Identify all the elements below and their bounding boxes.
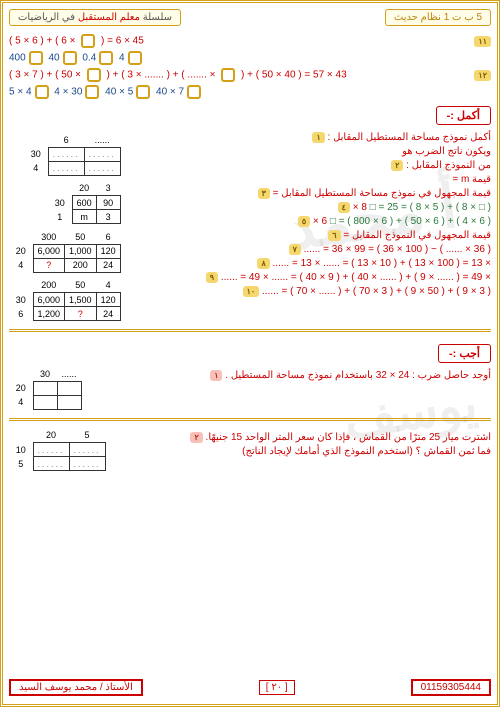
tables-column: 6......30............4............ 20330… [9, 133, 121, 321]
q2-text2: قيمة m = [131, 174, 491, 185]
answer-box[interactable] [128, 51, 142, 65]
q2-text: من النموذج المقابل : [406, 160, 491, 171]
exercise-line: 5 × 4 4 × 30 40 × 5 40 × 7 [9, 85, 491, 99]
answer-box[interactable] [35, 85, 49, 99]
footer-teacher: الأستاذ / محمد يوسف السيد [9, 679, 143, 696]
q7-badge: ٧ [289, 244, 301, 255]
exercise-line: 400 40 0.4 4 [9, 51, 491, 65]
section-answer: أجب :- [438, 344, 491, 363]
q10-badge: ١٠ [243, 286, 260, 297]
answer-box[interactable] [136, 85, 150, 99]
q8-badge: ٨ [257, 258, 269, 269]
exercise-line: ( 3 × 7 ) + ( 50 × ) + ( 3 × ....... ) +… [9, 68, 491, 82]
section-complete: أكمل :- [436, 106, 491, 125]
page-footer: 01159305444 [ ٢٠ ] الأستاذ / محمد يوسف ا… [9, 679, 491, 696]
area-model-table: 20510............5............ [9, 429, 106, 472]
q1-text: أكمل نموذج مساحة المستطيل المقابل : [328, 132, 491, 143]
answer-box[interactable] [29, 51, 43, 65]
answer-box[interactable] [99, 51, 113, 65]
header-right: سلسلة معلم المستقبل في الرياضيات [9, 9, 181, 26]
header-left: 5 ب ت 1 نظام حديث [385, 9, 491, 26]
answer-box[interactable] [85, 85, 99, 99]
area-model-table: 30......20 4 [9, 367, 82, 410]
area-model-table: 6......30............4............ [24, 133, 121, 176]
answer-box[interactable] [63, 51, 77, 65]
q5-badge: ٥ [298, 216, 310, 227]
q2-badge: ٢ [391, 160, 403, 171]
answer-box[interactable] [81, 34, 95, 48]
line-badge: ١٢ [474, 70, 491, 81]
answer-box[interactable] [187, 85, 201, 99]
exercise-line: ( 5 × 6 ) + ( 6 × ) = 6 × 45١١ [9, 34, 491, 48]
area-model-table: 200504306,0001,50012061,200?24 [9, 279, 121, 322]
answer-box[interactable] [221, 68, 235, 82]
q6-badge: ٦ [328, 230, 340, 241]
line-badge: ١١ [474, 36, 491, 47]
s2q1-badge: ١ [210, 370, 222, 381]
footer-phone: 01159305444 [411, 679, 491, 696]
answer-box[interactable] [87, 68, 101, 82]
q4-badge: ٤ [338, 202, 350, 213]
area-model-table: 20330600901m3 [48, 182, 121, 225]
q9-badge: ٩ [206, 272, 218, 283]
q6-text: قيمة المجهول في النموذج المقابل = [341, 230, 491, 241]
q1-text2: ويكون ناتج الضرب هو [131, 146, 491, 157]
footer-pagenum: [ ٢٠ ] [259, 680, 295, 695]
q3-badge: ٣ [258, 188, 270, 199]
q3-text: قيمة المجهول في نموذج مساحة المستطيل الم… [270, 188, 491, 199]
page-header: 5 ب ت 1 نظام حديث سلسلة معلم المستقبل في… [9, 9, 491, 26]
area-model-table: 300506206,0001,0001204?20024 [9, 230, 121, 273]
s2q2-badge: ٢ [190, 432, 202, 443]
q1-badge: ١ [312, 132, 324, 143]
